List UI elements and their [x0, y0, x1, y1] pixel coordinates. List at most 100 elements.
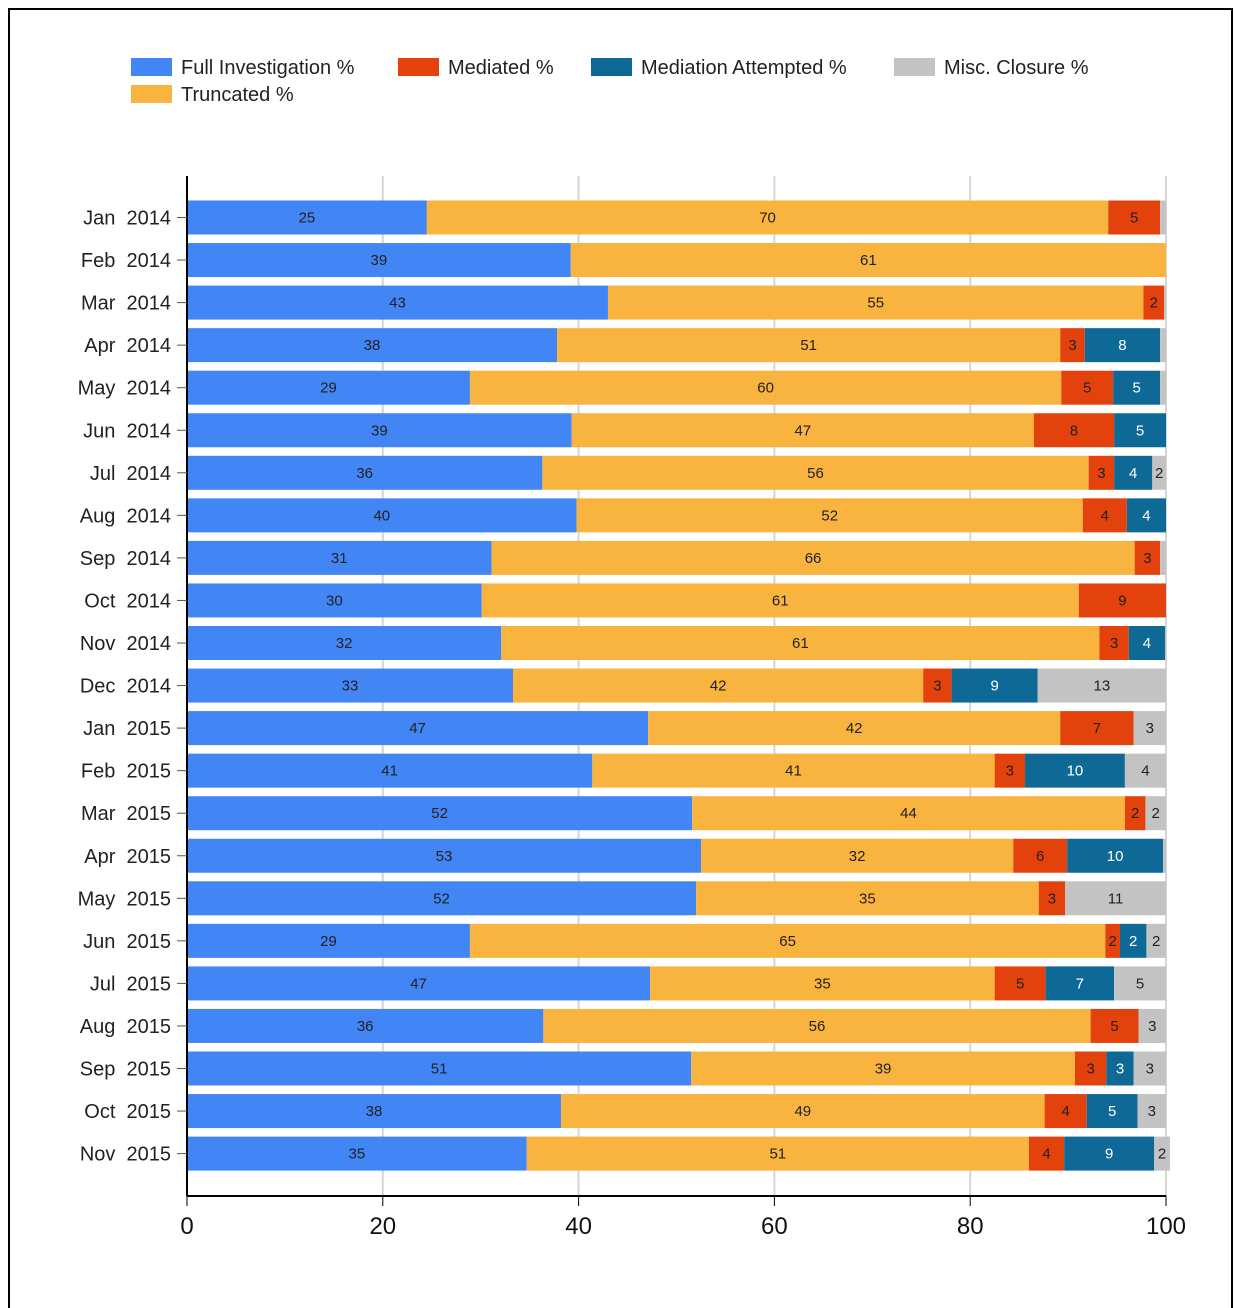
bar-segment [187, 838, 701, 873]
data-label: 9 [1118, 592, 1126, 609]
data-label: 60 [757, 380, 774, 397]
data-label: 2 [1158, 1146, 1166, 1163]
x-tick-label: 0 [180, 1213, 193, 1240]
bar-segment [187, 328, 558, 363]
bar-segment [1143, 285, 1165, 320]
data-label: 3 [1146, 1061, 1154, 1078]
bar-segment [187, 796, 693, 831]
data-label: 47 [794, 422, 811, 439]
data-label: 39 [371, 422, 388, 439]
data-label: 9 [1105, 1146, 1113, 1163]
data-label: 2 [1152, 933, 1160, 950]
data-label: 2 [1152, 805, 1160, 822]
legend-label: Full Investigation % [181, 57, 355, 79]
category-label: Aug 2014 [80, 505, 171, 527]
x-tick-label: 100 [1146, 1213, 1186, 1240]
bar-segment [187, 711, 649, 746]
data-label: 3 [1148, 1018, 1156, 1035]
legend: Full Investigation % Truncated % Mediated … [131, 57, 1089, 106]
data-label: 56 [807, 465, 824, 482]
category-label: Sep 2014 [80, 548, 171, 570]
category-label: Oct 2014 [84, 590, 171, 612]
bar-segment [187, 285, 608, 320]
legend-swatch [894, 58, 935, 76]
bar-segment [1165, 626, 1166, 660]
data-label: 2 [1129, 933, 1137, 950]
data-label: 35 [859, 890, 876, 907]
bar-segment [481, 583, 1079, 618]
legend-swatch [398, 58, 439, 76]
bars [187, 200, 1170, 1171]
data-label: 52 [821, 507, 838, 524]
bar-segment [1106, 1051, 1134, 1086]
data-label: 41 [381, 763, 398, 780]
category-label: May 2014 [78, 378, 171, 400]
bar-segment [1064, 1136, 1155, 1171]
bar-segment [1108, 200, 1161, 235]
data-label: 42 [846, 720, 863, 737]
data-label: 6 [1036, 848, 1044, 865]
bar-segment [187, 1094, 561, 1129]
bar-segment [648, 711, 1061, 746]
data-label: 51 [800, 337, 817, 354]
x-tick-label: 80 [957, 1213, 984, 1240]
data-label: 65 [779, 933, 796, 950]
data-label: 3 [1146, 720, 1154, 737]
data-label: 44 [900, 805, 917, 822]
bar-segment [1134, 540, 1161, 575]
bar-segment [1088, 455, 1115, 490]
bar-segment [691, 1051, 1075, 1086]
data-label: 43 [389, 295, 406, 312]
bar-segment [1105, 923, 1120, 958]
data-label: 38 [366, 1103, 383, 1120]
bar-segment [187, 243, 571, 278]
bar-segment [1164, 285, 1166, 320]
bar-segment [1038, 881, 1066, 916]
data-label: 2 [1150, 295, 1158, 312]
data-label: 5 [1130, 210, 1138, 227]
bar-segment [469, 923, 1106, 958]
bar-segment [592, 753, 995, 788]
data-label: 51 [431, 1061, 448, 1078]
data-label: 3 [1116, 1061, 1124, 1078]
data-label: 8 [1070, 422, 1078, 439]
data-label: 11 [1108, 890, 1124, 907]
data-label: 4 [1061, 1103, 1069, 1120]
data-label: 3 [1143, 550, 1151, 567]
bar-segment [1045, 966, 1115, 1001]
bar-segment [542, 455, 1089, 490]
bar-segment [576, 498, 1083, 533]
data-label: 36 [356, 465, 373, 482]
legend-swatch [591, 58, 632, 76]
data-label: 51 [769, 1146, 786, 1163]
bar-segment [1060, 328, 1085, 363]
data-label: 49 [794, 1103, 811, 1120]
bar-segment [1114, 413, 1166, 448]
data-label: 32 [849, 848, 866, 865]
bar-segment [526, 1136, 1029, 1171]
bar-segment [187, 498, 577, 533]
bar-segment [469, 370, 1062, 405]
category-label: Feb 2014 [81, 250, 171, 272]
bar-segment [1113, 370, 1161, 405]
data-label: 2 [1131, 805, 1139, 822]
bar-segment [1119, 923, 1147, 958]
bar-segment [1152, 455, 1166, 490]
bar-segment [1044, 1094, 1087, 1129]
category-label: Nov 2015 [80, 1144, 171, 1166]
category-label: Jun 2014 [83, 420, 171, 442]
data-label: 3 [1097, 465, 1105, 482]
bar-segment [1114, 455, 1153, 490]
data-label: 2 [1108, 933, 1116, 950]
bar-segment [187, 200, 427, 235]
data-label: 3 [1110, 635, 1118, 652]
data-label: 13 [1094, 678, 1111, 695]
bar-segment [1154, 1136, 1170, 1171]
category-label: Apr 2014 [84, 335, 171, 357]
bar-segment [607, 285, 1144, 320]
data-label: 3 [933, 678, 941, 695]
data-label: 4 [1141, 763, 1149, 780]
data-label: 61 [792, 635, 809, 652]
